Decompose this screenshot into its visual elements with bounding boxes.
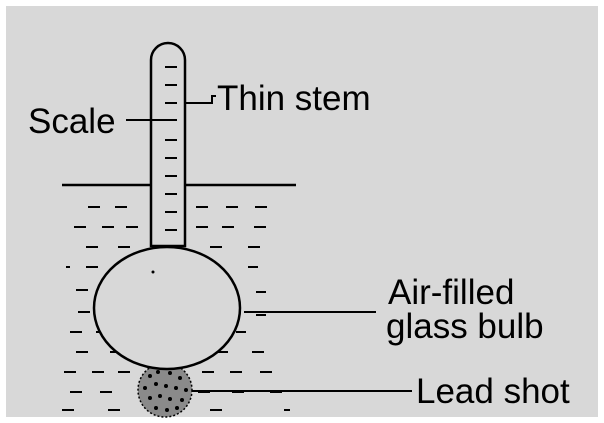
label-thin-stem: Thin stem	[217, 79, 371, 118]
label-lead-shot: Lead shot	[416, 372, 570, 411]
lead-shot	[137, 362, 193, 418]
thin-stem	[149, 41, 187, 248]
label-scale: Scale	[28, 102, 116, 141]
scale-ticks	[165, 66, 177, 231]
thin-stem-leader-line	[186, 95, 216, 104]
glass-bulb	[92, 245, 242, 371]
label-bulb-line1: Air-filled	[388, 273, 514, 312]
label-bulb-line2: glass bulb	[386, 307, 544, 346]
bulb-speck	[151, 270, 155, 274]
